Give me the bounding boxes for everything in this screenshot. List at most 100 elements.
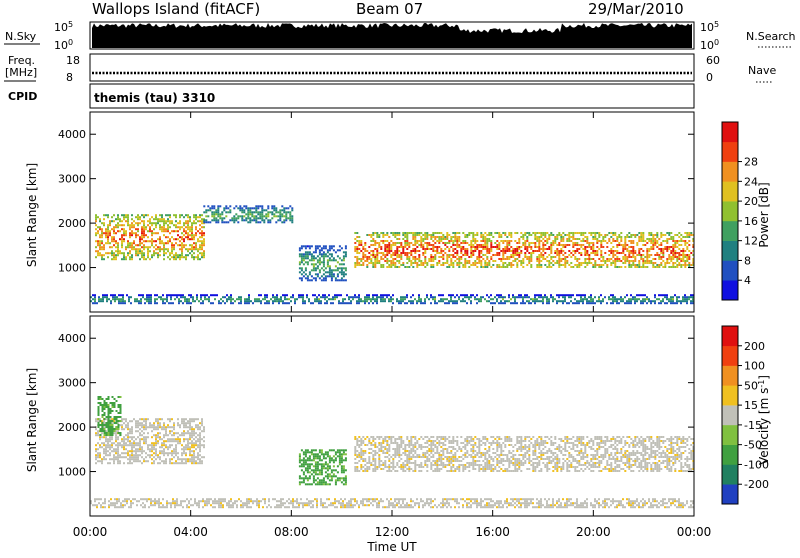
data-band: [354, 436, 694, 472]
data-cell: [554, 256, 556, 258]
data-cell: [94, 298, 96, 300]
data-cell: [259, 215, 261, 217]
data-cell: [203, 446, 205, 448]
data-cell: [159, 214, 161, 216]
data-cell: [159, 436, 161, 438]
data-cell: [388, 458, 390, 460]
data-cell: [101, 446, 103, 448]
data-cell: [552, 242, 554, 244]
data-cell: [113, 462, 115, 464]
data-cell: [438, 452, 440, 454]
data-cell: [271, 211, 273, 213]
data-cell: [464, 252, 466, 254]
data-cell: [396, 266, 398, 268]
data-cell: [243, 219, 245, 221]
data-cell: [672, 252, 674, 254]
data-cell: [478, 260, 480, 262]
data-cell: [215, 219, 217, 221]
data-cell: [374, 260, 376, 262]
data-cell: [446, 246, 448, 248]
data-cell: [147, 418, 149, 420]
data-cell: [117, 216, 119, 218]
data-cell: [110, 294, 112, 296]
data-cell: [120, 302, 122, 304]
data-cell: [185, 220, 187, 222]
data-cell: [508, 262, 510, 264]
data-cell: [150, 298, 152, 300]
data-cell: [217, 219, 219, 221]
data-cell: [538, 248, 540, 250]
data-cell: [345, 253, 347, 255]
data-cell: [147, 426, 149, 428]
data-cell: [546, 240, 548, 242]
data-cell: [153, 246, 155, 248]
data-cell: [201, 424, 203, 426]
data-cell: [686, 254, 688, 256]
data-cell: [416, 246, 418, 248]
data-cell: [578, 252, 580, 254]
data-cell: [646, 298, 648, 300]
data-cell: [498, 302, 500, 304]
data-cell: [398, 444, 400, 446]
data-cell: [596, 242, 598, 244]
data-cell: [378, 456, 380, 458]
data-cell: [163, 222, 165, 224]
data-cell: [676, 296, 678, 298]
data-cell: [634, 250, 636, 252]
data-cell: [299, 247, 301, 249]
data-cell: [107, 454, 109, 456]
data-cell: [211, 219, 213, 221]
data-cell: [484, 232, 486, 234]
data-cell: [177, 256, 179, 258]
data-cell: [544, 240, 546, 242]
data-cell: [115, 258, 117, 260]
data-cell: [608, 238, 610, 240]
data-cell: [147, 230, 149, 232]
data-cell: [143, 246, 145, 248]
data-cell: [121, 446, 123, 448]
data-cell: [325, 275, 327, 277]
data-cell: [470, 450, 472, 452]
data-cell: [422, 446, 424, 448]
data-cell: [402, 468, 404, 470]
data-cell: [444, 436, 446, 438]
data-cell: [642, 266, 644, 268]
data-cell: [672, 296, 674, 298]
data-cell: [129, 256, 131, 258]
data-cell: [115, 254, 117, 256]
data-cell: [644, 262, 646, 264]
data-cell: [189, 450, 191, 452]
data-cell: [163, 454, 165, 456]
data-cell: [556, 238, 558, 240]
data-cell: [343, 251, 345, 253]
data-cell: [344, 298, 346, 300]
data-cell: [131, 258, 133, 260]
data-cell: [600, 250, 602, 252]
data-cell: [442, 458, 444, 460]
data-cell: [456, 440, 458, 442]
data-cell: [456, 436, 458, 438]
data-cell: [466, 260, 468, 262]
data-cell: [121, 440, 123, 442]
data-cell: [199, 460, 201, 462]
data-cell: [358, 262, 360, 264]
data-cell: [418, 240, 420, 242]
data-cell: [446, 242, 448, 244]
data-cell: [203, 244, 205, 246]
data-cell: [442, 294, 444, 296]
data-cell: [632, 296, 634, 298]
data-cell: [191, 440, 193, 442]
data-cell: [498, 294, 500, 296]
data-cell: [143, 420, 145, 422]
data-cell: [271, 217, 273, 219]
data-cell: [101, 442, 103, 444]
data-cell: [468, 260, 470, 262]
data-cell: [498, 232, 500, 234]
data-cell: [117, 244, 119, 246]
data-cell: [472, 238, 474, 240]
data-cell: [220, 298, 222, 300]
data-cell: [289, 211, 291, 213]
data-cell: [154, 300, 156, 302]
data-cell: [320, 300, 322, 302]
data-cell: [123, 442, 125, 444]
